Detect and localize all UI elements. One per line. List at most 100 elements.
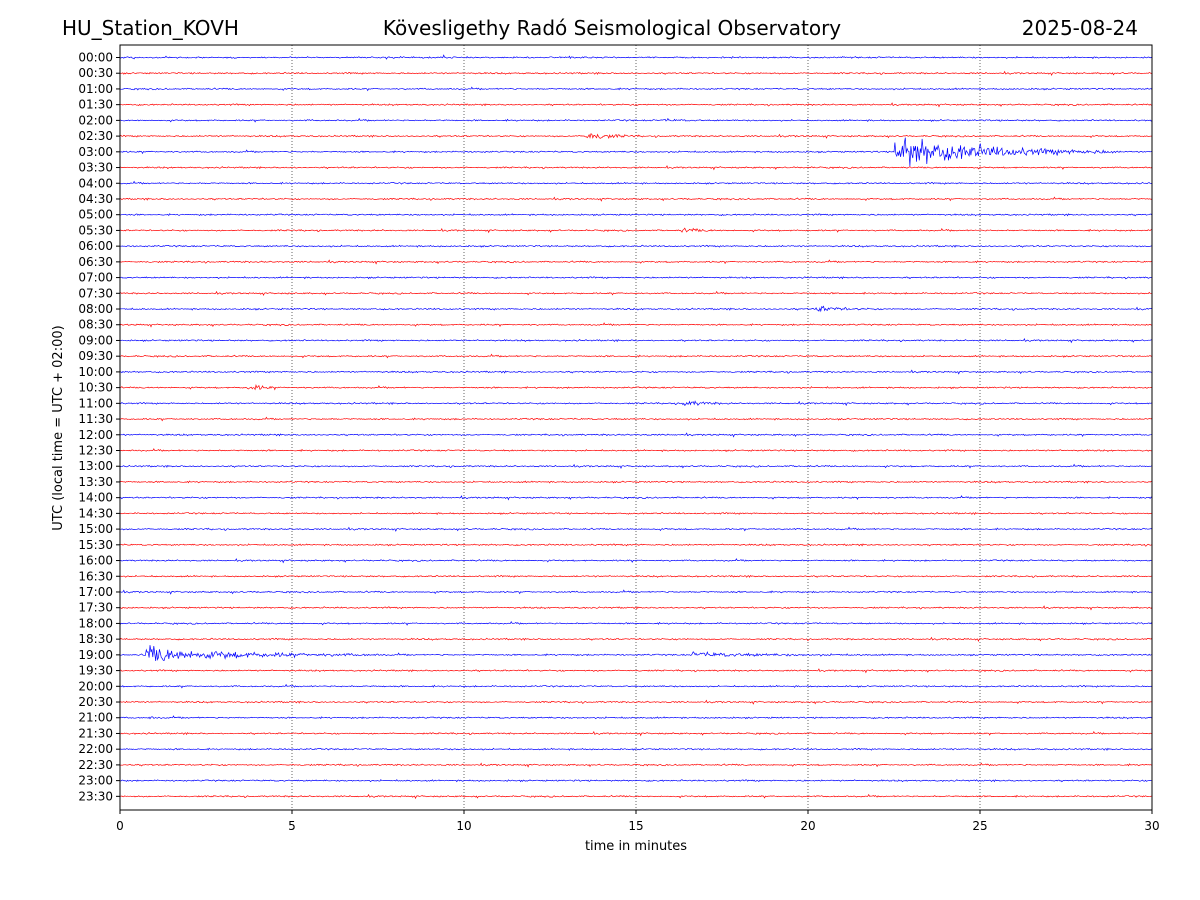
- trace-row-1700: [119, 589, 1153, 595]
- y-tick-label: 04:00: [78, 176, 113, 190]
- y-axis-label: UTC (local time = UTC + 02:00): [51, 325, 66, 530]
- trace-row-0630: [119, 259, 1153, 265]
- trace-row-1630: [119, 574, 1153, 578]
- trace-row-1500: [119, 526, 1153, 532]
- trace-row-0930: [119, 353, 1153, 359]
- trace-row-0800: [120, 305, 1153, 313]
- y-tick-label: 12:30: [78, 444, 113, 458]
- trace-row-1130: [120, 416, 1153, 422]
- trace-row-1930: [119, 668, 1153, 674]
- trace-row-0230: [119, 133, 1153, 139]
- y-tick-label: 23:30: [78, 789, 113, 803]
- trace-row-2030: [119, 699, 1153, 705]
- x-tick-label-10: 10: [456, 819, 471, 833]
- y-tick-label: 18:00: [78, 616, 113, 630]
- trace-row-2130: [119, 730, 1153, 737]
- trace-row-0700: [119, 276, 1153, 280]
- trace-row-0830: [119, 322, 1153, 328]
- y-tick-label: 22:30: [78, 758, 113, 772]
- trace-rows: [119, 54, 1153, 800]
- trace-row-0600: [119, 244, 1153, 248]
- y-tick-label: 14:30: [78, 506, 113, 520]
- y-tick-label: 10:30: [78, 381, 113, 395]
- y-tick-label: 05:00: [78, 208, 113, 222]
- chart-title: Kövesligethy Radó Seismological Observat…: [383, 16, 841, 40]
- y-tick-label: 06:30: [78, 255, 113, 269]
- trace-row-1030: [119, 384, 1152, 391]
- y-tick-label: 00:30: [78, 66, 113, 80]
- trace-row-2200: [119, 747, 1153, 751]
- trace-row-0730: [119, 290, 1153, 297]
- x-axis-label: time in minutes: [585, 839, 687, 854]
- trace-row-1900: [119, 645, 1153, 662]
- trace-row-1100: [119, 400, 1153, 407]
- y-tick-label: 02:30: [78, 129, 113, 143]
- trace-row-1730: [119, 605, 1153, 611]
- trace-row-2330: [119, 793, 1153, 800]
- y-tick-label: 18:30: [78, 632, 113, 646]
- y-tick-label: 05:30: [78, 223, 113, 237]
- y-tick-label: 15:00: [78, 522, 113, 536]
- x-tick-label-25: 25: [972, 819, 987, 833]
- trace-row-0130: [119, 102, 1153, 108]
- trace-row-0400: [119, 180, 1153, 185]
- y-tick-label: 04:30: [78, 192, 113, 206]
- y-tick-label: 10:00: [78, 365, 113, 379]
- y-tick-label: 02:00: [78, 113, 113, 127]
- trace-row-0300: [119, 137, 1153, 167]
- trace-row-1230: [119, 448, 1153, 453]
- trace-row-0430: [120, 196, 1153, 202]
- y-tick-label: 03:30: [78, 161, 113, 175]
- trace-row-2230: [119, 762, 1153, 768]
- y-tick-label: 17:30: [78, 601, 113, 615]
- y-tick-label: 13:00: [78, 459, 113, 473]
- trace-row-0530: [119, 227, 1153, 234]
- station-name: HU_Station_KOVH: [62, 16, 239, 40]
- x-tick-label-15: 15: [628, 819, 643, 833]
- grid-lines: [291, 45, 981, 810]
- y-tick-label: 08:30: [78, 318, 113, 332]
- trace-row-1830: [119, 636, 1153, 642]
- trace-row-1400: [119, 495, 1153, 501]
- y-tick-label: 07:30: [78, 286, 113, 300]
- y-tick-label: 19:00: [78, 648, 113, 662]
- trace-row-1300: [119, 463, 1153, 469]
- y-tick-label: 20:00: [78, 679, 113, 693]
- trace-row-0330: [119, 165, 1153, 171]
- y-tick-label: 09:00: [78, 333, 113, 347]
- trace-row-2100: [119, 715, 1153, 720]
- y-tick-label: 20:30: [78, 695, 113, 709]
- y-tick-label: 16:30: [78, 569, 113, 583]
- trace-row-1800: [119, 620, 1153, 626]
- trace-row-1600: [119, 558, 1153, 564]
- y-tick-label: 08:00: [78, 302, 113, 316]
- trace-row-1530: [120, 543, 1153, 547]
- y-tick-label: 22:00: [78, 742, 113, 756]
- trace-row-0030: [119, 70, 1153, 76]
- y-tick-label: 19:30: [78, 664, 113, 678]
- y-tick-label: 23:00: [78, 774, 113, 788]
- trace-row-0500: [119, 213, 1153, 217]
- y-tick-label: 13:30: [78, 475, 113, 489]
- y-tick-label: 21:30: [78, 726, 113, 740]
- trace-row-0100: [119, 86, 1153, 92]
- y-tick-label: 12:00: [78, 428, 113, 442]
- y-tick-label: 09:30: [78, 349, 113, 363]
- trace-row-2300: [119, 779, 1152, 783]
- chart-date: 2025-08-24: [1022, 16, 1138, 40]
- y-tick-label: 03:00: [78, 145, 113, 159]
- x-tick-label-20: 20: [800, 819, 815, 833]
- x-tick-label-0: 0: [116, 819, 124, 833]
- y-tick-label: 14:00: [78, 491, 113, 505]
- x-tick-labels: 0 5 10 15 20 25 30: [116, 810, 1160, 833]
- trace-row-2000: [119, 683, 1153, 689]
- y-tick-label: 00:00: [78, 51, 113, 65]
- trace-row-1430: [119, 511, 1153, 516]
- y-tick-label: 07:00: [78, 271, 113, 285]
- y-tick-label: 11:30: [78, 412, 113, 426]
- trace-row-1200: [119, 432, 1153, 438]
- y-tick-label: 15:30: [78, 538, 113, 552]
- y-tick-label: 01:30: [78, 98, 113, 112]
